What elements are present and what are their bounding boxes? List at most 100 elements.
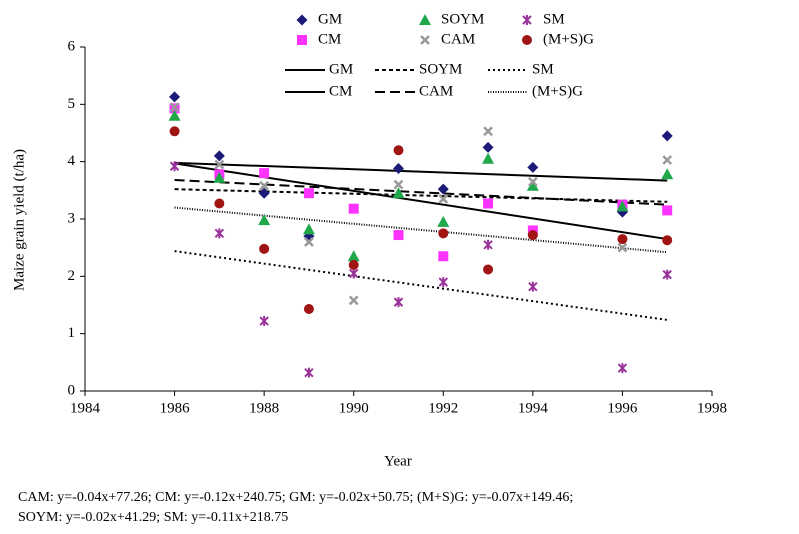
point [438, 228, 449, 239]
point [303, 188, 314, 199]
trend-line [174, 250, 668, 321]
point [527, 176, 538, 187]
point [348, 259, 359, 270]
point [259, 180, 270, 191]
point [348, 295, 359, 306]
point [483, 198, 494, 209]
trend-line [174, 161, 668, 182]
legend-label: CAM [441, 31, 475, 47]
point [304, 237, 314, 247]
y-axis-label: Maize grain yield (t/ha) [11, 149, 27, 291]
point [437, 215, 450, 227]
x-tick-label: 1988 [249, 400, 279, 416]
point [303, 304, 314, 315]
point [214, 159, 225, 170]
legend-label: GM [329, 61, 353, 77]
legend-label: SM [532, 61, 554, 77]
trend-line [174, 206, 668, 254]
legend-label: (M+S)G [543, 31, 594, 47]
x-tick-label: 1984 [70, 400, 101, 416]
point [349, 268, 359, 279]
legend-marker [296, 14, 308, 26]
point [616, 200, 629, 212]
point [347, 250, 360, 262]
point [304, 367, 314, 378]
legend-marker [522, 35, 532, 45]
point [483, 264, 494, 275]
point [213, 171, 226, 183]
x-tick-label: 1994 [518, 400, 549, 416]
point [169, 91, 181, 103]
point [169, 102, 180, 113]
point [528, 281, 538, 292]
x-tick-label: 1992 [428, 400, 458, 416]
x-tick-label: 1996 [607, 400, 638, 416]
point [393, 163, 404, 175]
point [393, 230, 404, 241]
x-axis-label: Year [384, 453, 412, 469]
point [661, 168, 674, 180]
point [662, 235, 673, 246]
y-tick-label: 4 [68, 153, 76, 169]
point [437, 183, 449, 195]
point [662, 155, 673, 165]
point [168, 109, 181, 121]
point [392, 187, 405, 199]
equation-note: SOYM: y=-0.02x+41.29; SM: y=-0.11x+218.7… [18, 510, 288, 525]
legend-marker [522, 15, 532, 25]
point [259, 168, 270, 179]
point [438, 251, 449, 262]
point [617, 242, 628, 253]
x-tick-label: 1990 [339, 400, 369, 416]
legend-marker [420, 35, 430, 45]
point [169, 161, 180, 172]
point [438, 194, 449, 204]
point [617, 234, 628, 245]
point [482, 152, 495, 164]
legend-label: CM [329, 83, 352, 99]
legend-label: CAM [419, 83, 453, 99]
point [482, 141, 494, 153]
legend-label: GM [318, 11, 342, 27]
point [169, 126, 180, 137]
point [259, 316, 269, 327]
y-tick-label: 5 [68, 96, 76, 112]
point [214, 228, 225, 239]
point [438, 277, 448, 288]
legend-marker [419, 14, 431, 25]
equation-note: CAM: y=-0.04x+77.26; CM: y=-0.12x+240.75… [18, 490, 573, 505]
point [527, 230, 538, 241]
point [483, 239, 493, 250]
trend-line [174, 162, 668, 241]
point [259, 243, 270, 254]
point [258, 187, 270, 199]
legend-label: CM [318, 31, 341, 47]
point [662, 269, 672, 280]
point [617, 363, 628, 374]
legend-label: SM [543, 11, 565, 27]
point [661, 130, 673, 142]
legend-label: (M+S)G [532, 83, 583, 99]
point [302, 223, 315, 235]
y-tick-label: 3 [68, 210, 76, 226]
legend-marker [297, 35, 307, 45]
y-tick-label: 0 [68, 382, 76, 398]
legend-label: SOYM [419, 61, 462, 77]
point [393, 145, 404, 156]
point [527, 161, 539, 173]
point [393, 297, 404, 308]
point [393, 179, 404, 190]
trend-line [174, 179, 668, 206]
x-tick-label: 1986 [160, 400, 191, 416]
y-tick-label: 2 [68, 268, 76, 284]
point [526, 179, 539, 191]
point [214, 198, 225, 209]
trend-line [174, 188, 668, 203]
y-tick-label: 6 [68, 38, 76, 54]
point [348, 203, 359, 214]
legend-label: SOYM [441, 11, 484, 27]
x-tick-label: 1998 [697, 400, 727, 416]
point [258, 214, 271, 226]
point [213, 150, 225, 162]
